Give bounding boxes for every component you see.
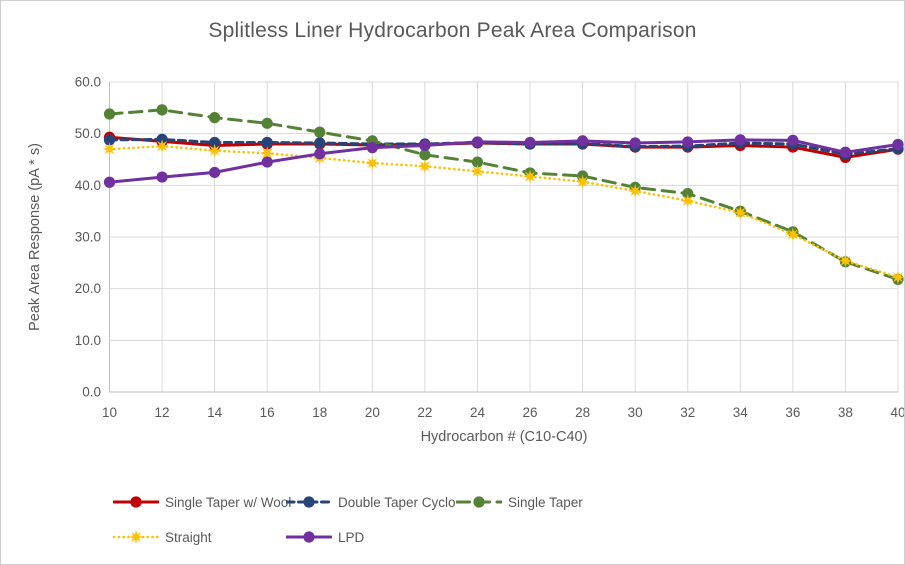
data-point: [156, 104, 168, 116]
data-point: [471, 136, 484, 148]
legend-swatch: [456, 496, 502, 508]
data-point: [314, 137, 326, 149]
data-point: [209, 136, 221, 149]
data-point: [261, 117, 273, 129]
data-point-star: [102, 142, 117, 157]
x-tick-label: 28: [575, 405, 590, 420]
series-lpd-line: [108, 138, 900, 184]
data-point: [209, 112, 221, 124]
legend-label: Straight: [165, 529, 212, 545]
data-point-star: [207, 143, 222, 158]
x-tick-label: 24: [470, 405, 486, 420]
data-point: [419, 149, 431, 161]
data-point: [629, 137, 641, 149]
data-point: [787, 134, 799, 146]
legend-item-lpd: LPD: [286, 528, 364, 546]
data-point-star: [523, 169, 538, 184]
x-tick-label: 34: [733, 405, 749, 420]
data-point: [366, 142, 378, 154]
legend-item-single-taper-w-wool: Single Taper w/ Wool: [113, 493, 291, 511]
chart-title: Splitless Liner Hydrocarbon Peak Area Co…: [208, 19, 697, 42]
x-tick-label: 40: [890, 405, 904, 420]
legend-label: Double Taper Cyclo: [338, 494, 456, 510]
legend: Single Taper w/ Wool Double Taper Cyclo Si…: [1, 493, 904, 511]
x-tick-label: 38: [838, 405, 853, 420]
data-point: [103, 134, 116, 146]
x-tick-label: 12: [155, 405, 170, 420]
series-straight: [102, 139, 904, 285]
data-point-star: [575, 174, 590, 189]
y-axis-title: Peak Area Response (pA * s): [27, 143, 43, 331]
data-point: [156, 171, 168, 183]
data-point: [103, 176, 116, 188]
data-point-star: [155, 139, 170, 154]
legend-item-straight: Straight: [113, 528, 212, 546]
y-tick-label: 40.0: [75, 178, 101, 193]
data-point: [734, 134, 746, 146]
series-straight-line: [108, 144, 900, 279]
legend-item-double-taper-cyclo: Double Taper Cyclo: [286, 493, 456, 511]
data-point: [682, 188, 694, 200]
data-point: [261, 156, 273, 168]
series-single-taper-line: [108, 108, 900, 281]
y-tick-label: 60.0: [75, 75, 101, 90]
data-point-star: [470, 164, 485, 179]
y-tick-label: 50.0: [75, 126, 101, 141]
data-point: [209, 166, 221, 179]
y-tick-label: 20.0: [75, 281, 101, 296]
data-point: [471, 156, 484, 168]
data-point: [892, 138, 904, 151]
y-tick-label: 30.0: [75, 230, 101, 245]
legend-item-single-taper: Single Taper: [456, 493, 583, 511]
data-point-star: [838, 253, 853, 268]
data-point: [524, 136, 536, 149]
data-point-star: [680, 193, 695, 208]
legend-swatch: [113, 530, 159, 544]
series-lpd: [103, 134, 904, 188]
data-point-star: [891, 270, 904, 285]
x-tick-label: 32: [680, 405, 695, 420]
legend-label: LPD: [338, 529, 365, 545]
data-point: [314, 126, 326, 138]
x-tick-label: 36: [785, 405, 800, 420]
y-tick-label: 10.0: [75, 333, 101, 348]
data-point: [103, 108, 116, 120]
legend-swatch: [286, 531, 332, 543]
data-point: [839, 146, 852, 158]
data-point: [314, 148, 326, 160]
data-point: [261, 136, 273, 149]
legend-swatch: [113, 496, 159, 508]
data-point-star: [628, 184, 643, 199]
x-tick-label: 22: [417, 405, 432, 420]
x-tick-label: 20: [365, 405, 380, 420]
y-tick-label: 0.0: [82, 385, 101, 400]
data-point: [682, 136, 694, 148]
x-tick-label: 26: [523, 405, 538, 420]
legend-label: Single Taper w/ Wool: [165, 494, 292, 510]
x-tick-label: 30: [628, 405, 643, 420]
series-single-taper: [103, 104, 904, 285]
x-tick-label: 18: [312, 405, 327, 420]
legend-swatch: [286, 496, 332, 508]
data-point-star: [417, 159, 432, 174]
legend-row-2: Straight LPD: [1, 528, 904, 546]
data-point-star: [365, 156, 380, 171]
data-point-star: [260, 146, 275, 161]
x-tick-label: 10: [102, 405, 117, 420]
x-tick-label: 14: [207, 405, 223, 420]
data-point-star: [785, 227, 800, 242]
data-point: [419, 139, 431, 152]
x-tick-label: 16: [260, 405, 275, 420]
x-axis-title: Hydrocarbon # (C10-C40): [420, 429, 588, 445]
legend-label: Single Taper: [508, 494, 583, 510]
data-point: [577, 135, 589, 147]
series-single-taper-w-wool: [103, 131, 904, 164]
data-point-star: [733, 205, 748, 220]
